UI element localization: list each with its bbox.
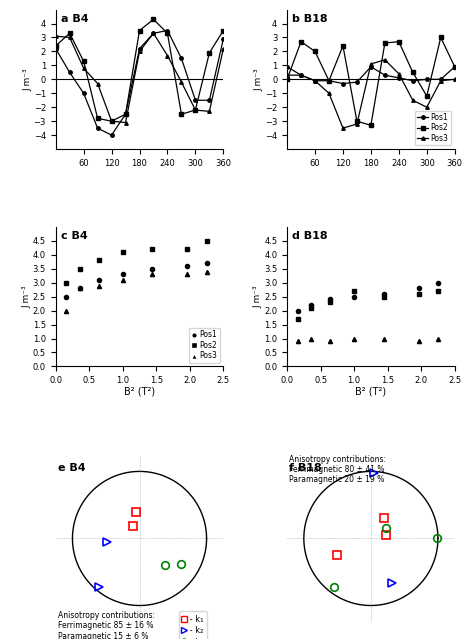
Line: Pos2: Pos2: [285, 36, 456, 127]
Pos2: [284, 75, 289, 83]
Pos1: [437, 75, 443, 83]
Line: Pos1: Pos1: [285, 65, 456, 85]
Legend: Pos1, Pos2, Pos3: Pos1, Pos2, Pos3: [414, 111, 450, 145]
Pos3: [353, 120, 359, 128]
Pos3: [395, 70, 401, 77]
Pos1: [325, 77, 331, 84]
Pos1: [367, 63, 373, 70]
Pos2: [437, 34, 443, 42]
Pos2: [381, 39, 387, 47]
Pos2: [325, 77, 331, 84]
Pos2: [395, 38, 401, 45]
Pos3: [437, 77, 443, 84]
Text: b B18: b B18: [291, 14, 327, 24]
Pos3: [339, 125, 345, 132]
Text: d B18: d B18: [291, 231, 327, 241]
Pos3: [325, 89, 331, 97]
Y-axis label: J m⁻³: J m⁻³: [23, 68, 32, 91]
Pos1: [381, 72, 387, 79]
Y-axis label: J m⁻³: J m⁻³: [254, 68, 263, 91]
Text: e B4: e B4: [57, 463, 85, 473]
Pos1: [353, 79, 359, 86]
Pos3: [451, 75, 457, 83]
Pos2: [451, 63, 457, 70]
Pos3: [423, 104, 429, 111]
Pos2: [423, 92, 429, 100]
Pos1: [395, 74, 401, 82]
X-axis label: B² (T²): B² (T²): [355, 387, 386, 397]
Pos1: [284, 63, 289, 70]
Text: Anisotropy contributions:
Ferrimagnetic 80 ± 41 %
Paramagnetic 20 ± 19 %: Anisotropy contributions: Ferrimagnetic …: [288, 454, 385, 484]
Pos3: [312, 77, 317, 84]
Pos1: [451, 63, 457, 70]
Y-axis label: J m⁻³: J m⁻³: [22, 286, 31, 308]
Legend:  - k₁,  - k₂,  - k₃: - k₁, - k₂, - k₃: [179, 612, 206, 639]
Text: f B18: f B18: [288, 463, 321, 473]
Text: Anisotropy contributions:
Ferrimagnetic 85 ± 16 %
Paramagnetic 15 ± 6 %: Anisotropy contributions: Ferrimagnetic …: [57, 611, 154, 639]
Pos2: [312, 47, 317, 55]
Pos3: [284, 72, 289, 79]
Text: c B4: c B4: [61, 231, 87, 241]
Pos2: [298, 38, 303, 45]
X-axis label: B² (T²): B² (T²): [124, 387, 155, 397]
Pos2: [409, 68, 415, 76]
Legend: Pos1, Pos2, Pos3: Pos1, Pos2, Pos3: [188, 328, 219, 362]
Pos2: [339, 42, 345, 50]
Y-axis label: J m⁻³: J m⁻³: [253, 286, 262, 308]
Pos1: [298, 72, 303, 79]
Pos1: [312, 77, 317, 84]
Text: a B4: a B4: [61, 14, 88, 24]
Pos1: [423, 75, 429, 83]
Pos2: [367, 121, 373, 129]
Pos1: [339, 80, 345, 88]
Pos3: [381, 56, 387, 64]
Pos2: [353, 118, 359, 125]
Pos1: [409, 77, 415, 84]
Pos3: [409, 96, 415, 104]
Pos3: [298, 72, 303, 79]
Pos3: [367, 60, 373, 68]
Line: Pos3: Pos3: [285, 58, 456, 130]
